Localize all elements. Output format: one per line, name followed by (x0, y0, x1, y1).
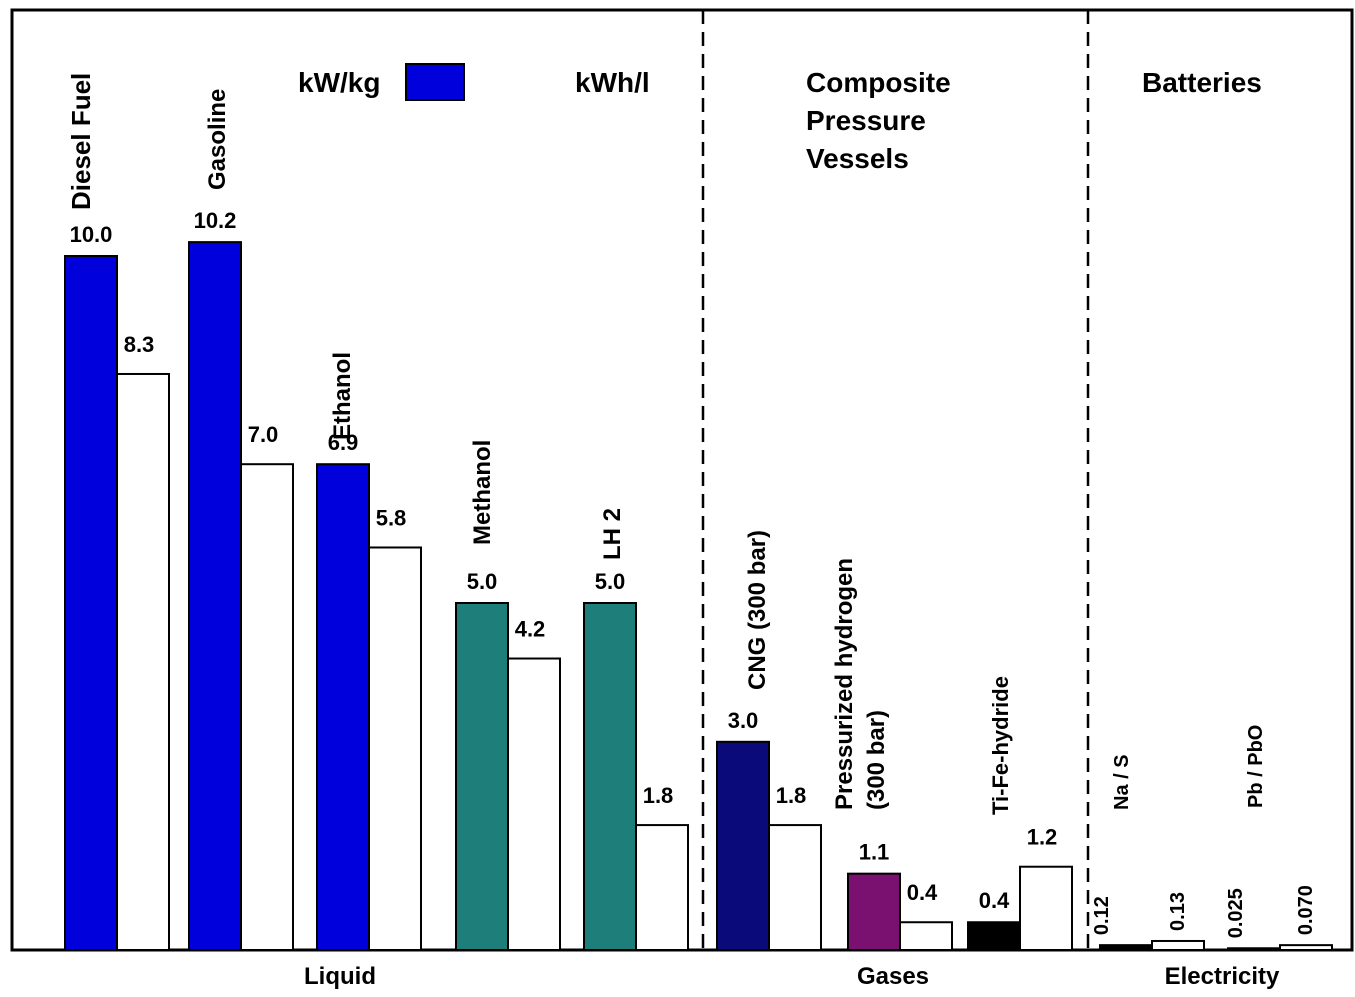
group-label: Gases (857, 963, 929, 990)
category-name: Na / S (1111, 754, 1133, 810)
value-label-primary: 0.025 (1225, 888, 1247, 938)
value-label-secondary: 5.8 (376, 505, 407, 530)
bar-primary (1099, 944, 1153, 952)
bar-primary (64, 255, 118, 951)
bar-secondary (116, 372, 170, 952)
category-name: Pressurized hydrogen (831, 558, 858, 810)
bar-primary (967, 921, 1021, 951)
value-label-secondary: 7.0 (248, 422, 279, 447)
bar-primary (716, 740, 770, 951)
category-name: Ti-Fe-hydride (988, 676, 1013, 815)
category-name: Pb / PbO (1245, 725, 1267, 808)
category-name: (300 bar) (863, 710, 890, 810)
bar-secondary (1019, 865, 1073, 951)
legend-label-kwh-l: kWh/l (575, 67, 650, 98)
category-name: CNG (300 bar) (744, 530, 771, 690)
value-label-primary: 5.0 (595, 569, 626, 594)
group-label: Liquid (304, 963, 376, 990)
bar-primary (847, 872, 901, 951)
bar-secondary (635, 824, 689, 952)
value-label-primary: 1.1 (859, 840, 890, 865)
bar-secondary (240, 463, 294, 951)
value-label-secondary: 0.4 (907, 880, 938, 905)
category-name: LH 2 (599, 508, 626, 560)
bar-secondary (768, 824, 822, 952)
legend-swatch-kw-kg (405, 63, 465, 101)
bar-secondary (507, 657, 561, 952)
bar-secondary (1151, 939, 1205, 952)
value-label-secondary: 0.070 (1295, 885, 1317, 935)
bar-primary (316, 463, 370, 951)
bar-secondary (899, 921, 953, 951)
bar-primary (1227, 947, 1281, 952)
section-title-line: Batteries (1142, 67, 1262, 98)
section-title-line: Vessels (806, 143, 909, 174)
bar-secondary (1279, 944, 1333, 952)
value-label-secondary: 8.3 (124, 332, 155, 357)
value-label-primary: 3.0 (728, 708, 759, 733)
bar-primary (188, 241, 242, 951)
value-label-primary: 10.0 (70, 222, 113, 247)
group-label: Electricity (1165, 963, 1280, 990)
value-label-primary: 10.2 (194, 208, 237, 233)
category-name: Ethanol (329, 352, 356, 440)
category-name: Diesel Fuel (66, 73, 96, 210)
value-label-primary: 0.12 (1091, 896, 1113, 935)
value-label-primary: 0.4 (979, 888, 1010, 913)
section-title-line: Composite (806, 67, 951, 98)
value-label-primary: 6.9 (328, 430, 359, 455)
category-name: Gasoline (204, 89, 231, 190)
bar-primary (583, 602, 637, 951)
section-title-line: Pressure (806, 105, 926, 136)
value-label-primary: 5.0 (467, 569, 498, 594)
bar-primary (455, 602, 509, 951)
value-label-secondary: 4.2 (515, 617, 546, 642)
category-name: Methanol (469, 440, 496, 545)
value-label-secondary: 1.8 (643, 783, 674, 808)
legend-label-kw-kg: kW/kg (298, 67, 380, 98)
bar-secondary (368, 546, 422, 951)
value-label-secondary: 1.8 (776, 783, 807, 808)
value-label-secondary: 1.2 (1027, 825, 1058, 850)
value-label-secondary: 0.13 (1167, 892, 1189, 931)
